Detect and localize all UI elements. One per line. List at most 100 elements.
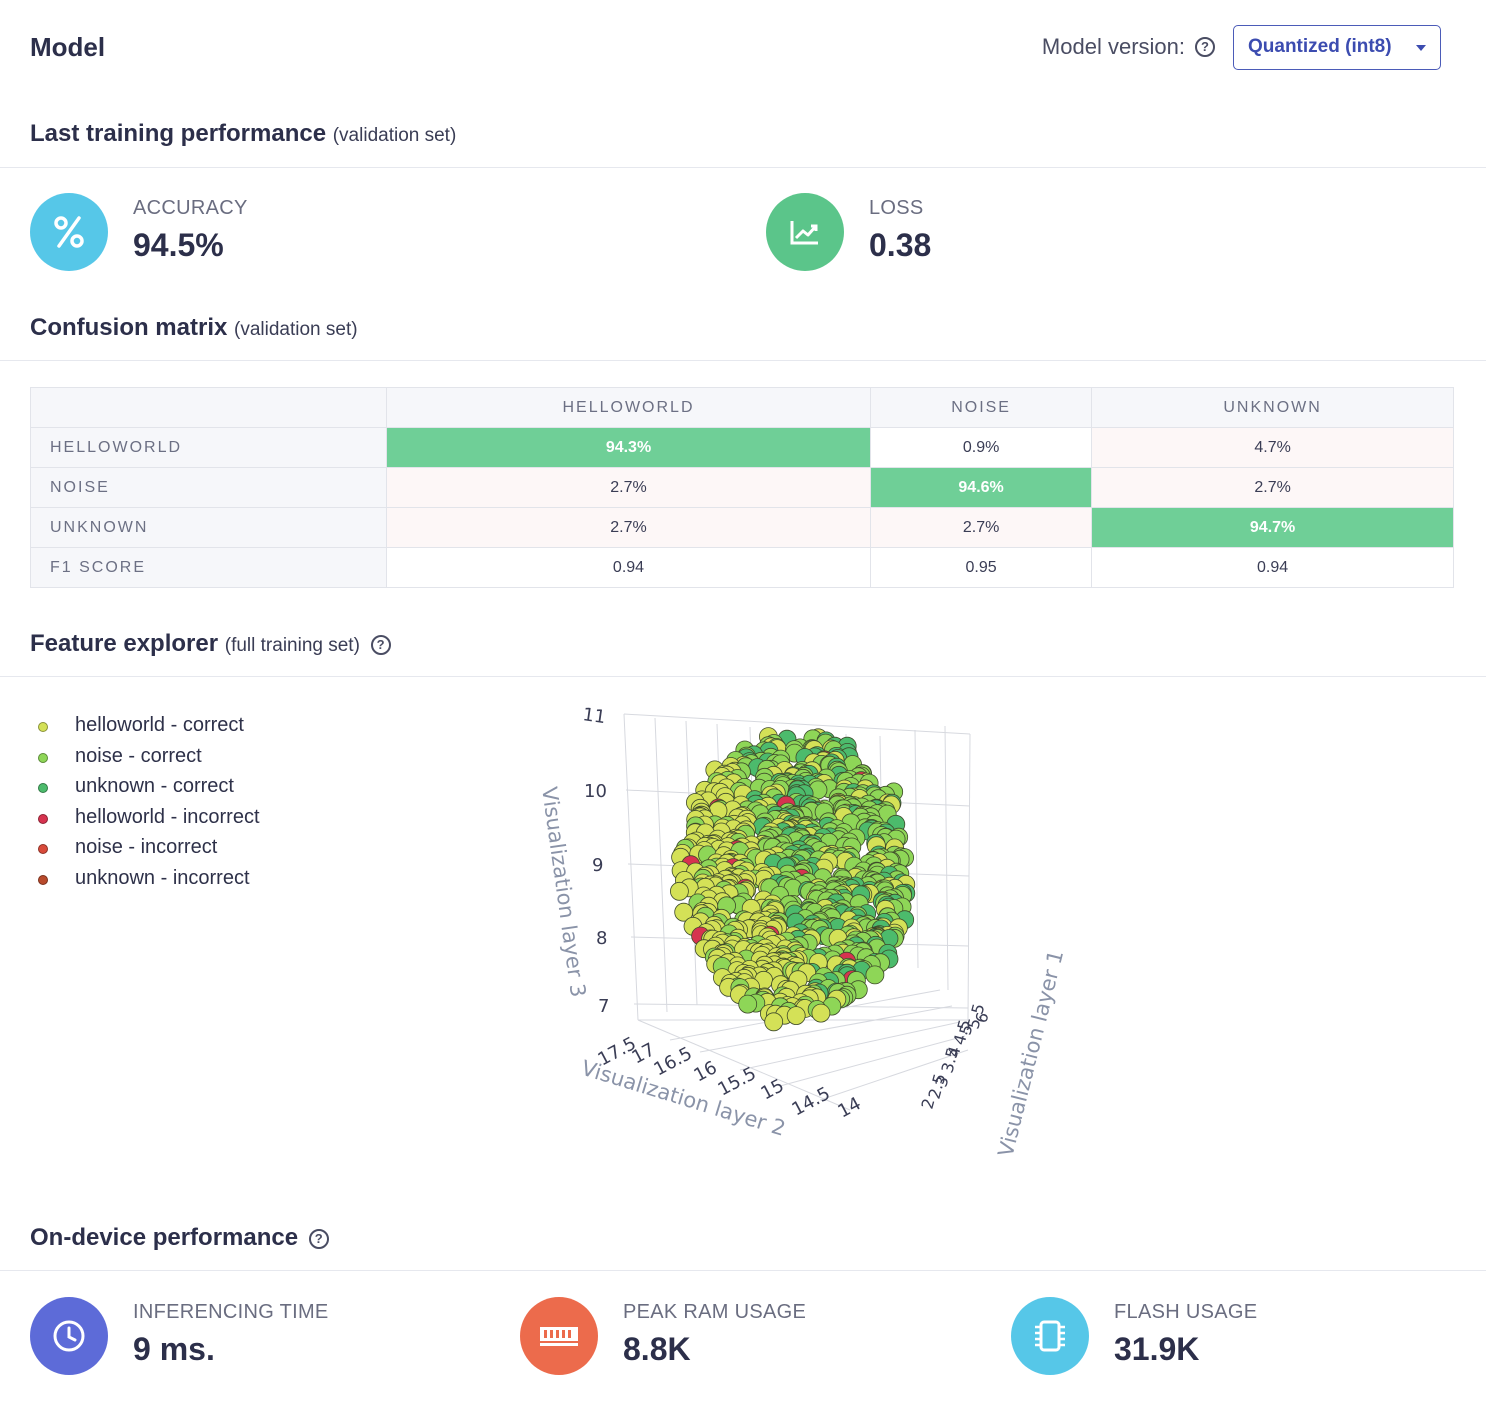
accuracy-label: ACCURACY — [133, 197, 248, 219]
scatter-point — [865, 965, 885, 985]
table-cell: 2.7% — [869, 507, 1093, 548]
scatter-point — [669, 881, 689, 901]
peak-ram-metric: PEAK RAM USAGE 8.8K — [520, 1297, 920, 1375]
clock-icon — [30, 1297, 108, 1375]
row-header: HELLOWORLD — [30, 427, 387, 468]
scatter-point — [738, 994, 758, 1014]
confusion-subtitle: (validation set) — [234, 319, 358, 340]
table-row: UNKNOWN 2.7% 2.7% 94.7% — [30, 507, 1454, 548]
table-cell: 0.9% — [869, 427, 1093, 468]
flash-usage-metric: FLASH USAGE 31.9K — [1011, 1297, 1411, 1375]
peak-ram-label: PEAK RAM USAGE — [623, 1301, 807, 1323]
training-title: Last training performance — [30, 120, 327, 147]
table-cell: 0.94 — [386, 547, 871, 588]
accuracy-value: 94.5% — [133, 227, 224, 263]
divider — [0, 360, 1486, 361]
chip-icon — [1011, 1297, 1089, 1375]
row-header: F1 SCORE — [30, 547, 387, 588]
confusion-matrix-table: HELLOWORLD NOISE UNKNOWN HELLOWORLD 94.3… — [30, 387, 1454, 588]
legend-label: helloworld - correct — [75, 714, 244, 736]
legend-label: noise - incorrect — [75, 836, 218, 858]
model-version-select[interactable]: Quantized (int8) — [1233, 25, 1441, 70]
page-title: Model — [30, 32, 106, 62]
scatter-point — [764, 1012, 784, 1032]
model-version-value: Quantized (int8) — [1248, 36, 1392, 57]
feature-subtitle: (full training set) — [224, 635, 360, 656]
table-row: HELLOWORLD 94.3% 0.9% 4.7% — [30, 427, 1454, 468]
x-tick: 16.5 — [650, 1043, 695, 1080]
y-axis-ticks: 2 2.5 3 3.5 4 4.5 5 5.5 6 — [918, 1002, 993, 1112]
divider — [0, 167, 1486, 168]
memory-icon — [520, 1297, 598, 1375]
legend-label: unknown - incorrect — [75, 866, 250, 889]
z-axis-label: Visualization layer 3 — [537, 785, 590, 998]
x-tick: 15 — [757, 1075, 787, 1104]
table-cell: 94.6% — [869, 467, 1093, 508]
flash-usage-value: 31.9K — [1114, 1331, 1200, 1367]
loss-metric: LOSS 0.38 — [766, 193, 1166, 271]
x-tick: 14 — [834, 1093, 864, 1122]
accuracy-metric: ACCURACY 94.5% — [30, 193, 430, 271]
z-tick: 9 — [592, 855, 603, 876]
y-tick: 3 — [932, 1074, 953, 1089]
table-cell: 94.7% — [1091, 507, 1454, 548]
legend-label: helloworld - incorrect — [75, 805, 260, 828]
y-axis-label: Visualization layer 1 — [994, 948, 1069, 1160]
column-header: UNKNOWN — [1091, 387, 1454, 428]
table-row: F1 SCORE 0.94 0.95 0.94 — [30, 547, 1454, 588]
table-cell: 2.7% — [386, 467, 871, 508]
model-version-label-text: Model version: — [1041, 34, 1185, 59]
legend-label: unknown - correct — [75, 775, 234, 797]
x-tick: 14.5 — [788, 1083, 833, 1120]
scatter-point — [786, 1006, 806, 1026]
divider — [0, 1270, 1486, 1271]
table-cell: 4.7% — [1091, 427, 1454, 468]
table-corner-cell — [30, 387, 387, 428]
feature-scatter-3d[interactable]: 11 10 9 8 7 Visualization layer 3 17.5 1… — [520, 690, 1080, 1170]
percent-icon — [30, 193, 108, 271]
legend-label: noise - correct — [75, 744, 202, 767]
x-axis-label: Visualization layer 2 — [579, 1056, 789, 1141]
z-tick: 11 — [581, 704, 607, 728]
y-tick: 5 — [956, 1022, 977, 1037]
row-header: NOISE — [30, 467, 387, 508]
table-cell: 0.94 — [1091, 547, 1454, 588]
trending-chart-icon — [766, 193, 844, 271]
table-cell: 2.7% — [1091, 467, 1454, 508]
legend-dot — [38, 813, 48, 824]
y-tick: 4 — [944, 1044, 965, 1059]
help-icon[interactable]: ? — [1195, 37, 1215, 57]
legend-dot — [38, 874, 48, 885]
training-section-title: Last training performance (validation se… — [30, 120, 456, 148]
help-icon[interactable]: ? — [308, 1228, 329, 1249]
flash-usage-label: FLASH USAGE — [1114, 1301, 1258, 1323]
row-header: UNKNOWN — [30, 507, 387, 548]
table-cell: 2.7% — [386, 507, 871, 548]
z-axis-ticks: 11 10 9 8 7 — [581, 704, 609, 1017]
inferencing-time-label: INFERENCING TIME — [133, 1301, 329, 1323]
z-tick: 10 — [584, 781, 607, 802]
loss-label: LOSS — [869, 197, 924, 219]
legend-dot — [38, 783, 48, 793]
loss-value: 0.38 — [869, 227, 932, 263]
help-icon[interactable]: ? — [370, 634, 391, 655]
feature-title: Feature explorer — [30, 630, 219, 657]
legend-dot — [38, 844, 48, 854]
table-cell: 0.95 — [869, 547, 1093, 588]
model-version-label: Model version: — [1042, 34, 1185, 60]
legend-dot — [38, 752, 48, 763]
y-tick: 6 — [972, 1010, 993, 1025]
confusion-section-title: Confusion matrix (validation set) — [30, 314, 358, 342]
feature-section-title: Feature explorer (full training set) ? — [30, 630, 391, 658]
inferencing-time-value: 9 ms. — [133, 1331, 215, 1367]
column-header: NOISE — [869, 387, 1093, 428]
scatter-point — [811, 1003, 831, 1023]
column-header: HELLOWORLD — [386, 387, 871, 428]
device-section-title: On-device performance ? — [30, 1224, 329, 1252]
divider — [0, 676, 1486, 677]
scatter-points — [669, 727, 916, 1032]
training-subtitle: (validation set) — [332, 125, 457, 146]
device-title: On-device performance — [30, 1224, 299, 1251]
z-tick: 7 — [598, 996, 609, 1017]
caret-down-icon — [1416, 45, 1426, 51]
